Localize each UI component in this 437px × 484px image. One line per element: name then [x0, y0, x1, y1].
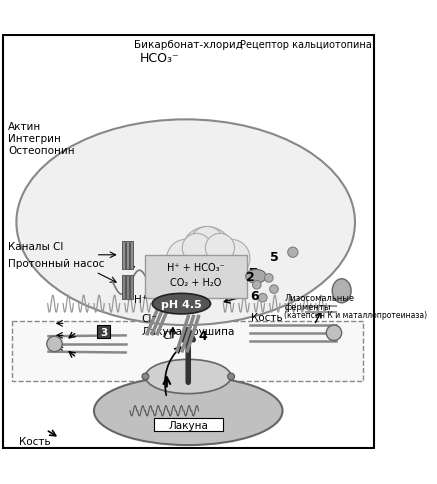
Text: Интегрин: Интегрин: [8, 134, 61, 144]
Text: 3: 3: [100, 327, 108, 337]
Ellipse shape: [94, 377, 283, 445]
Ellipse shape: [246, 270, 266, 284]
Text: Лизосомальные: Лизосомальные: [284, 293, 354, 302]
Circle shape: [326, 325, 342, 341]
Text: Cl⁻: Cl⁻: [141, 314, 157, 323]
Text: 6: 6: [250, 289, 259, 302]
Circle shape: [167, 240, 205, 277]
Circle shape: [142, 373, 149, 380]
Circle shape: [182, 234, 212, 263]
Circle shape: [212, 240, 250, 277]
Text: HCO₃⁻: HCO₃⁻: [140, 52, 180, 65]
Text: Рецептор кальциотопина: Рецептор кальциотопина: [240, 40, 371, 50]
Bar: [122, 275, 125, 299]
Bar: [97, 325, 110, 338]
Circle shape: [270, 285, 278, 294]
Ellipse shape: [146, 360, 231, 394]
Text: Лакуна Хоушипа: Лакуна Хоушипа: [142, 326, 234, 336]
Text: Остеопонин: Остеопонин: [8, 146, 75, 156]
Bar: [146, 255, 246, 298]
Bar: [130, 275, 133, 299]
Text: 5: 5: [270, 251, 278, 263]
Bar: [126, 275, 129, 299]
Text: Каналы Cl: Каналы Cl: [8, 242, 64, 252]
Bar: [12, 321, 363, 381]
Text: Cl⁻: Cl⁻: [162, 331, 178, 341]
Ellipse shape: [17, 120, 355, 325]
Circle shape: [205, 234, 235, 263]
Text: 4: 4: [198, 329, 207, 342]
Circle shape: [253, 281, 261, 289]
Text: Кость: Кость: [18, 436, 50, 446]
Circle shape: [288, 247, 298, 258]
Bar: [126, 242, 129, 269]
Ellipse shape: [152, 294, 211, 314]
Ellipse shape: [332, 279, 351, 303]
Bar: [154, 418, 222, 431]
Bar: [122, 242, 125, 269]
Circle shape: [264, 274, 273, 283]
Text: CO₂ + H₂O: CO₂ + H₂O: [170, 278, 222, 287]
Text: (катепсин К и маталлопротеиназа): (катепсин К и маталлопротеиназа): [284, 311, 427, 319]
Circle shape: [47, 336, 62, 352]
Text: Актин: Актин: [8, 122, 42, 132]
Text: Бикарбонат-хлорид: Бикарбонат-хлорид: [134, 40, 243, 50]
Text: Кость: Кость: [251, 312, 283, 322]
Circle shape: [181, 227, 233, 278]
Text: H⁺: H⁺: [135, 295, 148, 305]
Text: H⁺ + HCO₃⁻: H⁺ + HCO₃⁻: [167, 262, 225, 272]
Circle shape: [190, 227, 224, 261]
Text: 2: 2: [246, 270, 254, 283]
Circle shape: [259, 294, 267, 302]
Bar: [130, 242, 133, 269]
Text: Протонный насос: Протонный насос: [8, 259, 104, 269]
Circle shape: [228, 373, 235, 380]
Text: ферменты: ферменты: [284, 302, 331, 311]
Text: Лакуна: Лакуна: [168, 420, 208, 430]
Text: pH 4.5: pH 4.5: [161, 299, 202, 309]
